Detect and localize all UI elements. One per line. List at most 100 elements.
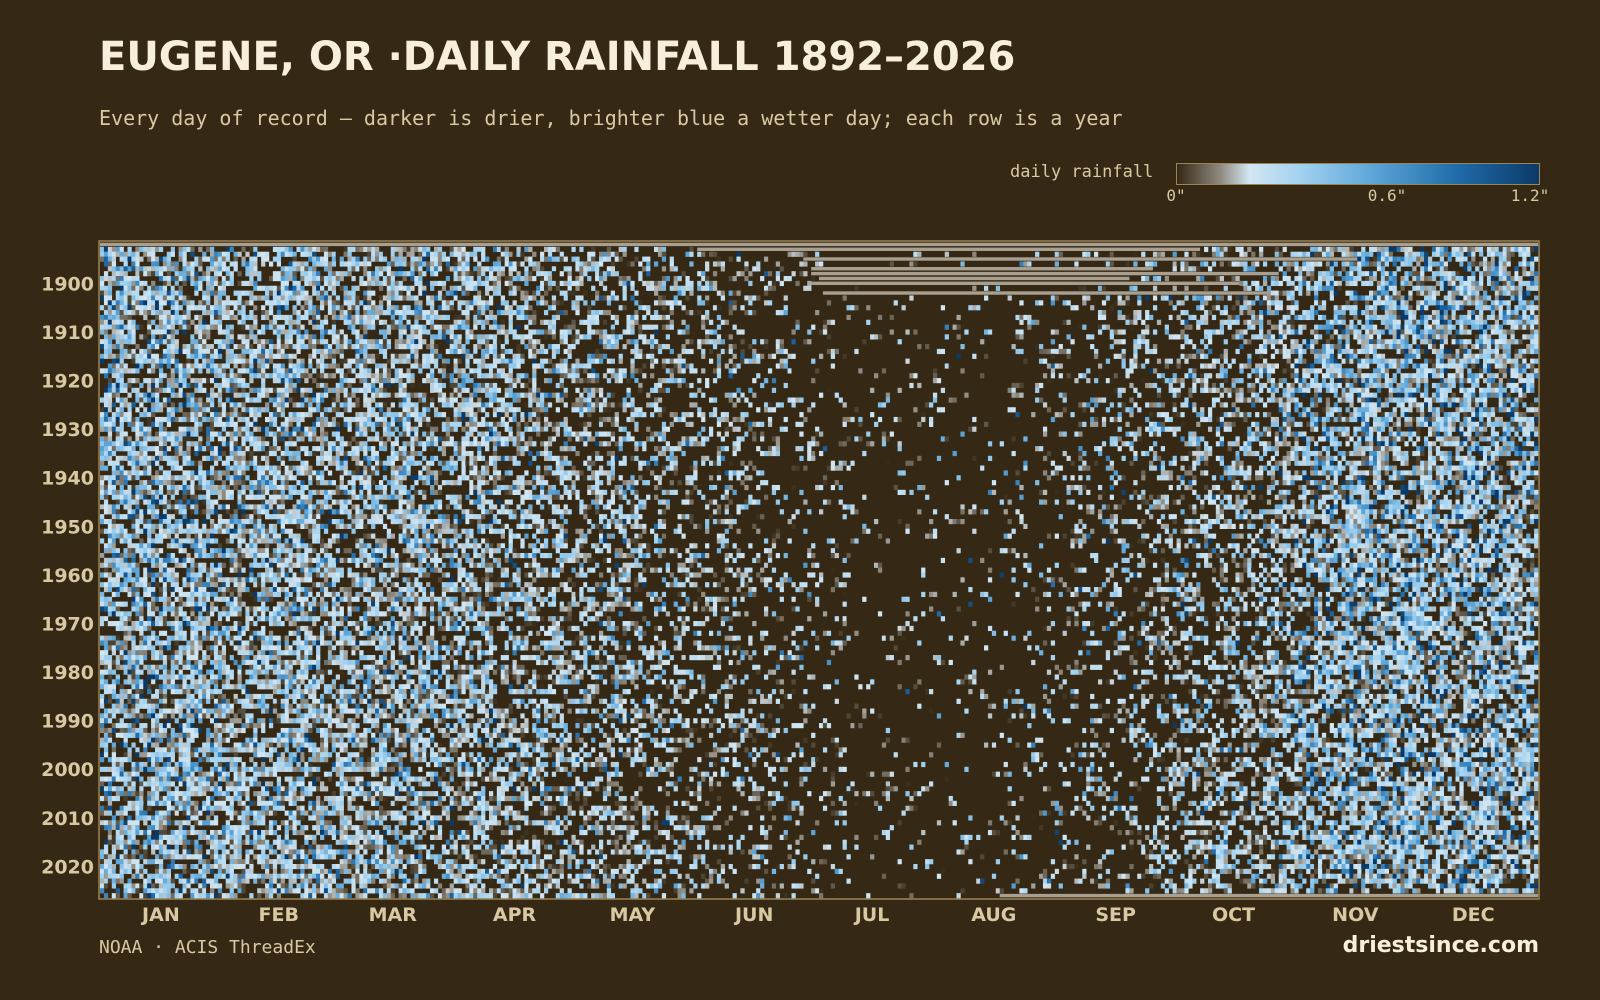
heatmap-cell <box>363 266 367 271</box>
heatmap-cell <box>1247 266 1251 271</box>
heatmap-cell <box>1483 271 1487 276</box>
heatmap-cell <box>1459 286 1463 291</box>
heatmap-cell <box>175 266 179 271</box>
heatmap-cell <box>772 286 776 291</box>
heatmap-cell <box>210 291 214 296</box>
heatmap-cell <box>807 286 811 291</box>
heatmap-cell <box>536 286 540 291</box>
heatmap-cell <box>375 266 379 271</box>
heatmap-cell <box>1338 247 1342 252</box>
heatmap-cell <box>744 261 748 266</box>
heatmap-cell <box>296 261 300 266</box>
heatmap-cell <box>336 257 340 262</box>
heatmap-cell <box>1412 271 1416 276</box>
heatmap-cell <box>1448 291 1452 296</box>
heatmap-cell <box>434 247 438 252</box>
heatmap-cell <box>1247 286 1251 291</box>
heatmap-cell <box>1424 286 1428 291</box>
heatmap-cell <box>540 266 544 271</box>
heatmap-cell <box>583 271 587 276</box>
heatmap-cell <box>300 266 304 271</box>
heatmap-cell <box>179 252 183 257</box>
heatmap-cell <box>524 257 528 262</box>
heatmap-cell <box>395 286 399 291</box>
heatmap-cell <box>713 261 717 266</box>
heatmap-cell <box>155 291 159 296</box>
heatmap-cell <box>265 257 269 262</box>
heatmap-cell <box>1452 271 1456 276</box>
heatmap-cell <box>1432 247 1436 252</box>
heatmap-cell <box>414 261 418 266</box>
heatmap-cell <box>623 281 627 286</box>
heatmap-cell <box>721 261 725 266</box>
heatmap-cell <box>1534 281 1538 286</box>
heatmap-cell <box>568 266 572 271</box>
heatmap-cell <box>430 257 434 262</box>
heatmap-cell <box>1326 271 1330 276</box>
heatmap-cell <box>1530 286 1534 291</box>
heatmap-cell <box>497 276 501 281</box>
heatmap-cell <box>1440 257 1444 262</box>
heatmap-cell <box>426 252 430 257</box>
heatmap-cell <box>324 276 328 281</box>
heatmap-cell <box>1184 286 1188 291</box>
heatmap-cell <box>469 276 473 281</box>
heatmap-cell <box>1377 276 1381 281</box>
heatmap-cell <box>1334 281 1338 286</box>
heatmap-cell <box>128 247 132 252</box>
heatmap-cell <box>1204 261 1208 266</box>
heatmap-cell <box>293 276 297 281</box>
heatmap-cell <box>269 261 273 266</box>
heatmap-cell <box>261 261 265 266</box>
heatmap-cell <box>752 266 756 271</box>
heatmap-cell <box>371 276 375 281</box>
heatmap-cell <box>599 252 603 257</box>
heatmap-cell <box>1491 271 1495 276</box>
heatmap-cell <box>1251 261 1255 266</box>
heatmap-cell <box>1306 291 1310 296</box>
heatmap-cell <box>458 261 462 266</box>
heatmap-cell <box>1487 276 1491 281</box>
heatmap-cell <box>689 247 693 252</box>
heatmap-cell <box>249 257 253 262</box>
heatmap-cell <box>1440 271 1444 276</box>
heatmap-cell <box>1432 252 1436 257</box>
heatmap-cell <box>179 295 183 300</box>
heatmap-cell <box>108 295 112 300</box>
heatmap-cell <box>1389 252 1393 257</box>
heatmap-cell <box>1440 261 1444 266</box>
heatmap-cell <box>253 286 257 291</box>
heatmap-cell <box>210 247 214 252</box>
heatmap-cell <box>442 252 446 257</box>
heatmap-cell <box>1326 266 1330 271</box>
heatmap-cell <box>536 271 540 276</box>
heatmap-cell <box>497 261 501 266</box>
heatmap-cell <box>1322 286 1326 291</box>
heatmap-cell <box>544 271 548 276</box>
heatmap-cell <box>1373 261 1377 266</box>
heatmap-cell <box>359 261 363 266</box>
heatmap-cell <box>685 286 689 291</box>
heatmap-cell <box>257 286 261 291</box>
heatmap-cell <box>328 286 332 291</box>
heatmap-cell <box>1463 247 1467 252</box>
heatmap-cell <box>147 247 151 252</box>
heatmap-cell <box>135 295 139 300</box>
heatmap-cell <box>1522 247 1526 252</box>
heatmap-cell <box>328 266 332 271</box>
heatmap-cell <box>815 261 819 266</box>
heatmap-cell <box>1035 252 1039 257</box>
heatmap-cell <box>363 291 367 296</box>
heatmap-cell <box>1161 252 1165 257</box>
heatmap-cell <box>218 291 222 296</box>
heatmap-cell <box>1243 266 1247 271</box>
heatmap-cell <box>591 261 595 266</box>
heatmap-cell <box>1436 281 1440 286</box>
heatmap-cell <box>1275 276 1279 281</box>
heatmap-cell <box>344 261 348 266</box>
heatmap-cell <box>729 276 733 281</box>
heatmap-cell <box>1377 266 1381 271</box>
heatmap-cell <box>403 261 407 266</box>
heatmap-cell <box>1467 286 1471 291</box>
heatmap-cell <box>1243 286 1247 291</box>
